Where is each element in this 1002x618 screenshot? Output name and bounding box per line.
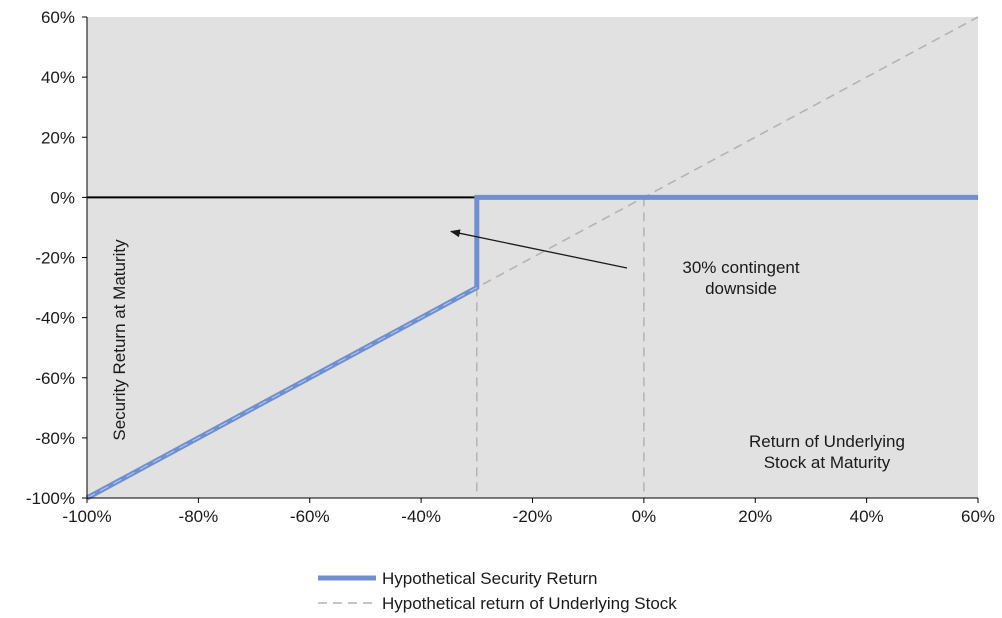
y-tick-label: 40%: [41, 68, 75, 87]
x-tick-label: -20%: [513, 507, 553, 526]
legend-label-underlying-stock: Hypothetical return of Underlying Stock: [382, 594, 677, 613]
x-tick-label: 40%: [850, 507, 884, 526]
y-axis-title: Security Return at Maturity: [110, 239, 129, 441]
x-tick-label: -80%: [179, 507, 219, 526]
x-tick-label: 20%: [738, 507, 772, 526]
y-tick-label: -100%: [26, 489, 75, 508]
y-tick-label: 0%: [50, 188, 75, 207]
x-tick-label: 0%: [632, 507, 657, 526]
x-axis-title: Return of Underlying Stock at Maturity: [749, 432, 905, 472]
x-tick-label: -100%: [62, 507, 111, 526]
annotation-arrow: [449, 229, 628, 269]
contingent-downside-annotation: 30% contingent downside: [682, 258, 799, 298]
y-tick-label: -60%: [35, 369, 75, 388]
x-tick-label: -60%: [290, 507, 330, 526]
y-tick-label: -40%: [35, 309, 75, 328]
series-line-security-return: [85, 194, 978, 501]
y-tick-label: 60%: [41, 8, 75, 27]
y-tick-label: 20%: [41, 128, 75, 147]
legend-label-security-return: Hypothetical Security Return: [382, 569, 597, 588]
x-tick-label: 60%: [961, 507, 995, 526]
y-tick-label: -80%: [35, 429, 75, 448]
x-tick-label: -40%: [401, 507, 441, 526]
y-tick-label: -20%: [35, 249, 75, 268]
